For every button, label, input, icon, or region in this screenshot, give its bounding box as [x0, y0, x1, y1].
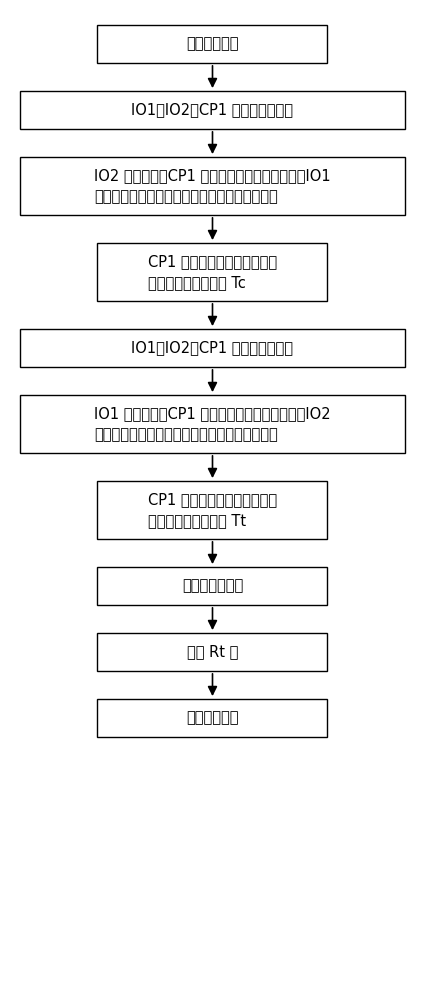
Text: 查表获取温度值: 查表获取温度值: [182, 578, 243, 593]
FancyBboxPatch shape: [20, 329, 405, 367]
Text: CP1 产生中断时，计时器停止
计时，记录计时时间 Tc: CP1 产生中断时，计时器停止 计时，记录计时时间 Tc: [148, 254, 277, 290]
FancyBboxPatch shape: [20, 91, 405, 129]
FancyBboxPatch shape: [97, 25, 328, 63]
FancyBboxPatch shape: [20, 157, 405, 215]
FancyBboxPatch shape: [97, 567, 328, 605]
Text: IO1、IO2、CP1 设为低电平输出: IO1、IO2、CP1 设为低电平输出: [131, 103, 294, 117]
FancyBboxPatch shape: [97, 633, 328, 671]
Text: 开始温度测量: 开始温度测量: [186, 36, 239, 51]
FancyBboxPatch shape: [97, 243, 328, 301]
FancyBboxPatch shape: [20, 395, 405, 453]
FancyBboxPatch shape: [97, 481, 328, 539]
Text: IO2 设为输入、CP1 设为高电平中断触发输入、IO1
设为高电平输出、启动内部计时器从零开始计时: IO2 设为输入、CP1 设为高电平中断触发输入、IO1 设为高电平输出、启动内…: [94, 168, 331, 204]
Text: 计算 Rt 值: 计算 Rt 值: [187, 645, 238, 660]
Text: CP1 产生中断时，计时器停止
计时，记录计时时间 Tt: CP1 产生中断时，计时器停止 计时，记录计时时间 Tt: [148, 492, 277, 528]
Text: IO1 设为输入、CP1 设为高电平中断触发输入、IO2
设为高电平输出、启动内部计时器从零开始计时: IO1 设为输入、CP1 设为高电平中断触发输入、IO2 设为高电平输出、启动内…: [94, 406, 331, 442]
FancyBboxPatch shape: [97, 699, 328, 737]
Text: IO1、IO2、CP1 设为低电平输出: IO1、IO2、CP1 设为低电平输出: [131, 340, 294, 356]
Text: 结束温度测量: 结束温度测量: [186, 710, 239, 726]
